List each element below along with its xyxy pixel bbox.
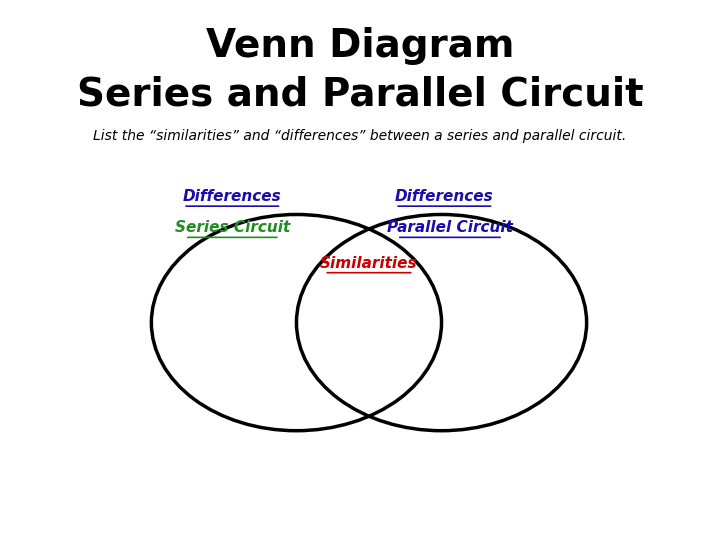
Text: Differences: Differences [183,189,282,204]
Text: Series Circuit: Series Circuit [175,220,290,235]
Text: Differences: Differences [395,189,494,204]
Text: Series and Parallel Circuit: Series and Parallel Circuit [77,76,643,113]
Text: Parallel Circuit: Parallel Circuit [387,220,513,235]
Text: List the “similarities” and “differences” between a series and parallel circuit.: List the “similarities” and “differences… [94,129,626,143]
Text: Similarities: Similarities [320,255,418,271]
Text: Venn Diagram: Venn Diagram [206,27,514,65]
